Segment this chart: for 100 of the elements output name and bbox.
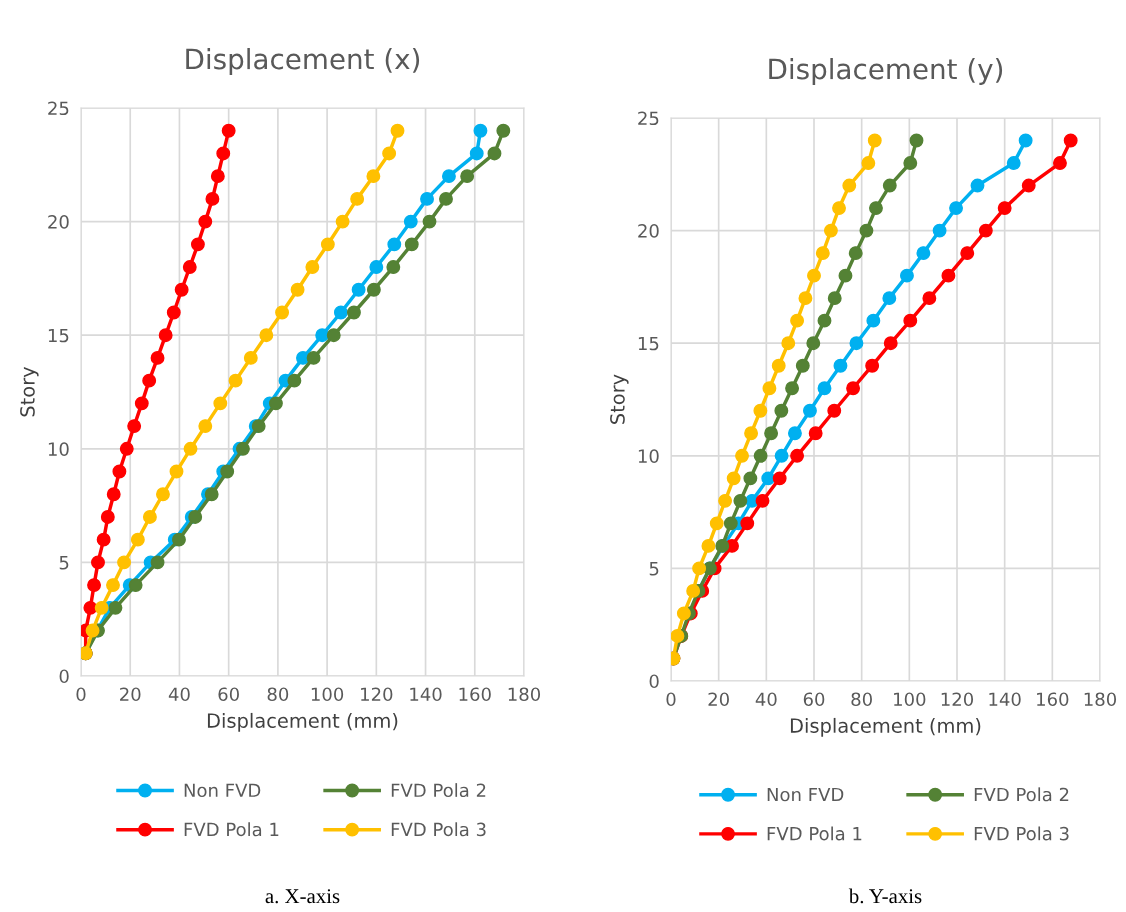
x-tick-label: 60	[803, 692, 825, 707]
legend-label: FVD Pola 2	[974, 787, 1069, 802]
point	[869, 201, 883, 216]
point	[128, 578, 143, 593]
point	[848, 246, 863, 261]
point	[150, 555, 165, 570]
point	[909, 133, 924, 148]
x-tick-label: 100	[894, 692, 926, 707]
point	[1018, 133, 1033, 148]
point	[386, 260, 401, 274]
point	[305, 260, 320, 274]
point	[922, 291, 937, 306]
point	[882, 178, 897, 193]
point	[142, 510, 157, 524]
y-tick-label: 10	[48, 442, 69, 456]
point	[997, 201, 1012, 216]
x-tick-label: 60	[218, 687, 239, 702]
point	[978, 223, 993, 238]
point	[366, 169, 381, 184]
point	[213, 396, 228, 411]
point	[718, 493, 733, 508]
point	[91, 555, 105, 570]
point	[94, 600, 109, 615]
point	[335, 214, 350, 229]
y-tick-label: 10	[638, 449, 659, 463]
point	[198, 214, 213, 229]
x-tick-label: 80	[851, 692, 872, 707]
y-tick-label: 15	[638, 336, 659, 351]
y-tick-label: 5	[59, 556, 69, 570]
point	[771, 358, 786, 373]
point	[119, 441, 134, 456]
x-tick-label: 160	[459, 687, 491, 702]
point	[404, 237, 419, 252]
point	[817, 381, 832, 396]
point	[823, 223, 838, 238]
point	[849, 336, 864, 351]
point	[117, 555, 132, 570]
point	[798, 291, 813, 306]
point	[390, 123, 405, 138]
point	[916, 246, 931, 261]
chart-title: Displacement (x)	[186, 48, 420, 75]
point	[182, 260, 197, 274]
y-axis-title: Story	[610, 374, 629, 424]
point	[701, 538, 716, 553]
point	[723, 516, 738, 531]
point	[787, 426, 802, 441]
x-tick-label: 140	[410, 687, 442, 702]
point	[764, 426, 779, 441]
point	[903, 156, 918, 170]
x-tick-label: 120	[941, 692, 974, 707]
point	[676, 606, 691, 621]
point	[932, 223, 947, 238]
point	[85, 623, 100, 638]
point	[188, 510, 203, 524]
point	[96, 532, 111, 547]
point	[100, 510, 115, 524]
point	[290, 282, 305, 297]
point	[842, 178, 857, 193]
y-axis-title: Story	[20, 366, 39, 417]
y-tick-label: 5	[649, 562, 659, 576]
point	[808, 426, 823, 441]
x-tick-label: 140	[989, 692, 1021, 707]
point	[941, 268, 956, 283]
chart-title: Displacement (y)	[769, 58, 1003, 85]
x-tick-label: 180	[508, 687, 541, 702]
point	[865, 358, 880, 373]
point	[150, 350, 165, 365]
legend-label: FVD Pola 1	[184, 822, 279, 837]
point	[671, 629, 685, 643]
point	[496, 123, 511, 138]
point	[859, 223, 874, 238]
y-tick-label: 20	[638, 224, 659, 238]
point	[807, 268, 821, 283]
point	[740, 516, 755, 531]
x-tick-label: 160	[1037, 692, 1069, 707]
point	[861, 156, 876, 170]
point	[473, 123, 488, 138]
point	[785, 381, 800, 396]
point	[387, 237, 402, 252]
point	[1021, 178, 1036, 193]
point	[753, 403, 768, 418]
point	[970, 178, 985, 193]
x-tick-label: 0	[666, 692, 676, 707]
y-tick-label: 25	[48, 101, 69, 116]
point	[108, 600, 123, 615]
point	[815, 246, 830, 261]
x-tick-label: 40	[168, 687, 190, 702]
point	[268, 396, 283, 411]
point	[287, 373, 302, 388]
point	[439, 191, 453, 206]
point	[127, 419, 142, 434]
point	[882, 291, 897, 306]
point	[761, 471, 776, 486]
x-axis-title: Displacement (mm)	[207, 712, 398, 732]
point	[735, 448, 749, 463]
point	[743, 471, 758, 486]
point	[204, 487, 219, 502]
point	[487, 146, 502, 161]
x-tick-label: 100	[311, 687, 344, 702]
text: a. X-axis	[265, 889, 340, 904]
